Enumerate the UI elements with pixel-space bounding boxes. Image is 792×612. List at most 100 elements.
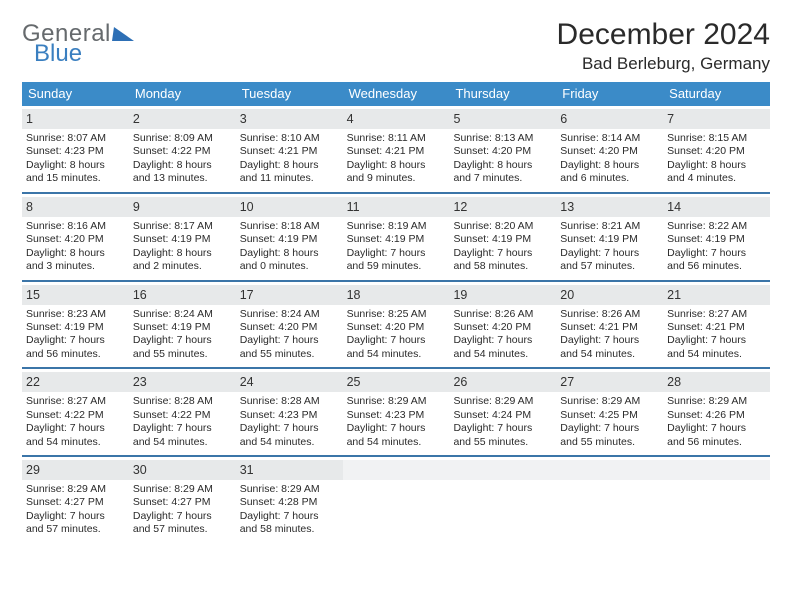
sunset-text: Sunset: 4:19 PM: [667, 233, 766, 246]
sunset-text: Sunset: 4:20 PM: [667, 145, 766, 158]
sunrise-text: Sunrise: 8:24 AM: [240, 308, 339, 321]
day-number: .: [343, 460, 450, 480]
sunrise-text: Sunrise: 8:28 AM: [133, 395, 232, 408]
sunset-text: Sunset: 4:19 PM: [453, 233, 552, 246]
sunrise-text: Sunrise: 8:19 AM: [347, 220, 446, 233]
sunrise-text: Sunrise: 8:29 AM: [560, 395, 659, 408]
daylight-text: Daylight: 8 hours and 0 minutes.: [240, 247, 339, 274]
calendar-cell: 1Sunrise: 8:07 AMSunset: 4:23 PMDaylight…: [22, 106, 129, 192]
calendar-cell-blank: .: [663, 457, 770, 543]
daylight-text: Daylight: 7 hours and 57 minutes.: [560, 247, 659, 274]
sunset-text: Sunset: 4:20 PM: [453, 145, 552, 158]
daylight-text: Daylight: 7 hours and 57 minutes.: [133, 510, 232, 537]
calendar-week: 15Sunrise: 8:23 AMSunset: 4:19 PMDayligh…: [22, 282, 770, 370]
day-number: 13: [556, 197, 663, 217]
sunrise-text: Sunrise: 8:29 AM: [667, 395, 766, 408]
sunrise-text: Sunrise: 8:27 AM: [667, 308, 766, 321]
dow-monday: Monday: [129, 82, 236, 106]
sunset-text: Sunset: 4:21 PM: [347, 145, 446, 158]
sunset-text: Sunset: 4:28 PM: [240, 496, 339, 509]
sunrise-text: Sunrise: 8:22 AM: [667, 220, 766, 233]
sunset-text: Sunset: 4:23 PM: [347, 409, 446, 422]
daylight-text: Daylight: 7 hours and 58 minutes.: [240, 510, 339, 537]
sunset-text: Sunset: 4:20 PM: [560, 145, 659, 158]
dow-saturday: Saturday: [663, 82, 770, 106]
sunset-text: Sunset: 4:22 PM: [26, 409, 125, 422]
sunrise-text: Sunrise: 8:26 AM: [453, 308, 552, 321]
day-number: 23: [129, 372, 236, 392]
day-number: 20: [556, 285, 663, 305]
calendar-cell: 18Sunrise: 8:25 AMSunset: 4:20 PMDayligh…: [343, 282, 450, 368]
daylight-text: Daylight: 7 hours and 54 minutes.: [347, 422, 446, 449]
calendar-cell: 28 Sunrise: 8:29 AMSunset: 4:26 PMDayligh…: [663, 369, 770, 455]
location-label: Bad Berleburg, Germany: [557, 54, 770, 74]
sunset-text: Sunset: 4:26 PM: [667, 409, 766, 422]
dow-wednesday: Wednesday: [343, 82, 450, 106]
day-number: 9: [129, 197, 236, 217]
daylight-text: Daylight: 8 hours and 3 minutes.: [26, 247, 125, 274]
calendar-cell: 29Sunrise: 8:29 AMSunset: 4:27 PMDayligh…: [22, 457, 129, 543]
sunrise-text: Sunrise: 8:24 AM: [133, 308, 232, 321]
daylight-text: Daylight: 7 hours and 54 minutes.: [133, 422, 232, 449]
calendar-cell: 5Sunrise: 8:13 AMSunset: 4:20 PMDaylight…: [449, 106, 556, 192]
daylight-text: Daylight: 8 hours and 9 minutes.: [347, 159, 446, 186]
daylight-text: Daylight: 7 hours and 54 minutes.: [26, 422, 125, 449]
sunset-text: Sunset: 4:22 PM: [133, 145, 232, 158]
day-number: 4: [343, 109, 450, 129]
day-number: 14: [663, 197, 770, 217]
daylight-text: Daylight: 7 hours and 56 minutes.: [667, 422, 766, 449]
day-number: 6: [556, 109, 663, 129]
sunset-text: Sunset: 4:20 PM: [453, 321, 552, 334]
sunset-text: Sunset: 4:21 PM: [240, 145, 339, 158]
day-number: .: [449, 460, 556, 480]
daylight-text: Daylight: 8 hours and 15 minutes.: [26, 159, 125, 186]
sunset-text: Sunset: 4:22 PM: [133, 409, 232, 422]
daylight-text: Daylight: 8 hours and 4 minutes.: [667, 159, 766, 186]
calendar-cell: 17Sunrise: 8:24 AMSunset: 4:20 PMDayligh…: [236, 282, 343, 368]
day-number: 2: [129, 109, 236, 129]
month-title: December 2024: [557, 18, 770, 52]
day-number: 28: [663, 372, 770, 392]
sunrise-text: Sunrise: 8:20 AM: [453, 220, 552, 233]
daylight-text: Daylight: 7 hours and 54 minutes.: [560, 334, 659, 361]
calendar-cell: 31Sunrise: 8:29 AMSunset: 4:28 PMDayligh…: [236, 457, 343, 543]
calendar-cell: 19Sunrise: 8:26 AMSunset: 4:20 PMDayligh…: [449, 282, 556, 368]
sunset-text: Sunset: 4:19 PM: [26, 321, 125, 334]
sunset-text: Sunset: 4:27 PM: [26, 496, 125, 509]
sunrise-text: Sunrise: 8:16 AM: [26, 220, 125, 233]
sunrise-text: Sunrise: 8:21 AM: [560, 220, 659, 233]
day-number: 24: [236, 372, 343, 392]
day-number: 25: [343, 372, 450, 392]
logo-word2: Blue: [34, 42, 135, 66]
day-number: 29: [22, 460, 129, 480]
sunset-text: Sunset: 4:23 PM: [26, 145, 125, 158]
day-number: 17: [236, 285, 343, 305]
calendar-cell: 30Sunrise: 8:29 AMSunset: 4:27 PMDayligh…: [129, 457, 236, 543]
sunset-text: Sunset: 4:23 PM: [240, 409, 339, 422]
day-number: 16: [129, 285, 236, 305]
calendar-cell: 16Sunrise: 8:24 AMSunset: 4:19 PMDayligh…: [129, 282, 236, 368]
calendar-cell: 15Sunrise: 8:23 AMSunset: 4:19 PMDayligh…: [22, 282, 129, 368]
sunset-text: Sunset: 4:19 PM: [560, 233, 659, 246]
daylight-text: Daylight: 7 hours and 58 minutes.: [453, 247, 552, 274]
sunrise-text: Sunrise: 8:09 AM: [133, 132, 232, 145]
dow-sunday: Sunday: [22, 82, 129, 106]
sunrise-text: Sunrise: 8:17 AM: [133, 220, 232, 233]
calendar-cell: 8Sunrise: 8:16 AMSunset: 4:20 PMDaylight…: [22, 194, 129, 280]
dow-thursday: Thursday: [449, 82, 556, 106]
calendar-cell: 24Sunrise: 8:28 AMSunset: 4:23 PMDayligh…: [236, 369, 343, 455]
day-number: 7: [663, 109, 770, 129]
day-number: 18: [343, 285, 450, 305]
sunrise-text: Sunrise: 8:28 AM: [240, 395, 339, 408]
sunset-text: Sunset: 4:24 PM: [453, 409, 552, 422]
day-number: 8: [22, 197, 129, 217]
calendar-cell: 11Sunrise: 8:19 AMSunset: 4:19 PMDayligh…: [343, 194, 450, 280]
sunrise-text: Sunrise: 8:29 AM: [133, 483, 232, 496]
day-number: 31: [236, 460, 343, 480]
calendar-cell: 27Sunrise: 8:29 AMSunset: 4:25 PMDayligh…: [556, 369, 663, 455]
sunrise-text: Sunrise: 8:23 AM: [26, 308, 125, 321]
daylight-text: Daylight: 7 hours and 57 minutes.: [26, 510, 125, 537]
logo-triangle-icon: [112, 27, 136, 41]
day-number: 26: [449, 372, 556, 392]
logo: General Blue: [22, 18, 135, 66]
